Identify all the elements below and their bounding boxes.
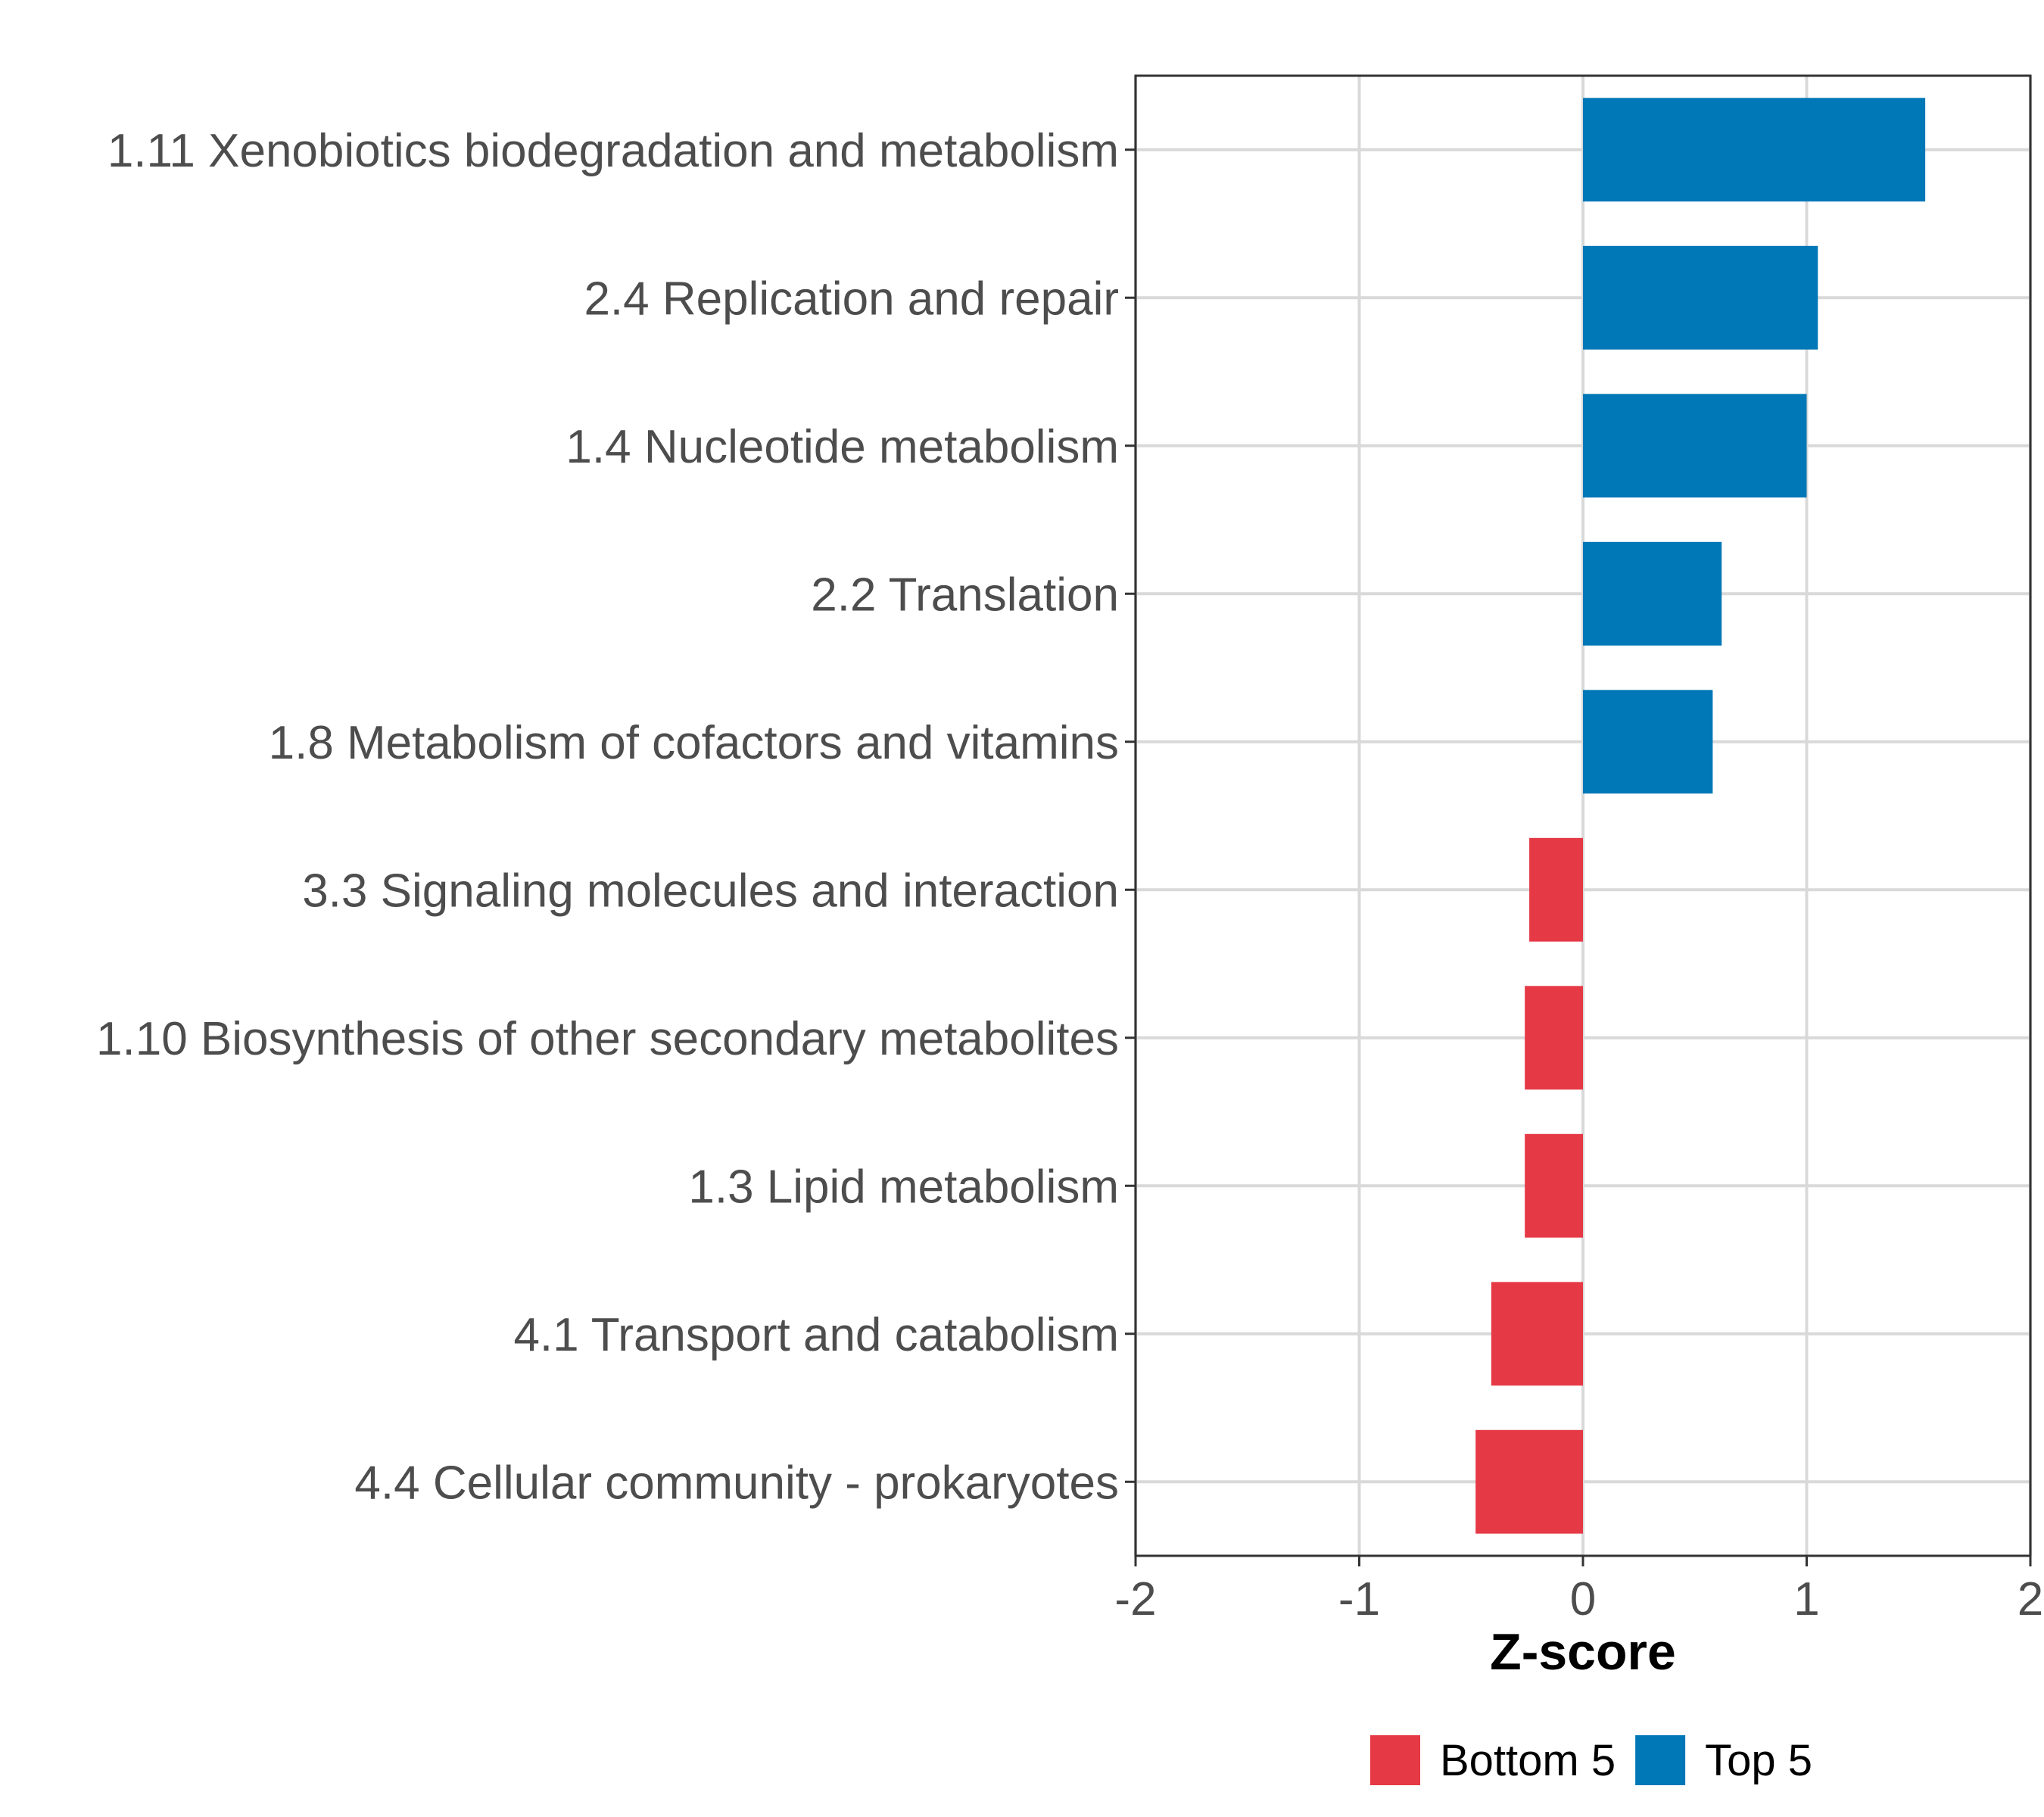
legend-swatch <box>1370 1735 1420 1785</box>
x-tick-label: -1 <box>1338 1573 1380 1625</box>
category-label: 1.11 Xenobiotics biodegradation and meta… <box>107 125 1119 177</box>
bar <box>1583 541 1722 646</box>
bar <box>1583 98 1926 202</box>
bar <box>1583 394 1807 498</box>
bar <box>1525 1133 1583 1238</box>
bar <box>1583 690 1713 794</box>
category-label: 4.4 Cellular community - prokaryotes <box>354 1457 1119 1509</box>
category-label: 1.3 Lipid metabolism <box>688 1161 1119 1213</box>
x-axis-title: Z-score <box>1490 1623 1676 1681</box>
legend-label: Bottom 5 <box>1440 1736 1616 1785</box>
category-label: 1.10 Biosynthesis of other secondary met… <box>96 1013 1119 1065</box>
bar <box>1475 1429 1583 1534</box>
x-tick-label: 2 <box>2018 1573 2043 1625</box>
category-label: 4.1 Transport and catabolism <box>513 1309 1119 1361</box>
category-label: 3.3 Signaling molecules and interaction <box>302 865 1119 917</box>
x-tick-label: 0 <box>1570 1573 1596 1625</box>
bar <box>1529 837 1583 942</box>
legend-swatch <box>1635 1735 1686 1785</box>
bar <box>1491 1282 1583 1386</box>
label-layer: -2 -1 0 1 2 1.11 Xenobiotics biodegradation a… <box>96 125 2043 1625</box>
bar <box>1525 986 1583 1090</box>
bar <box>1583 245 1818 350</box>
x-tick-label: -2 <box>1114 1573 1156 1625</box>
category-label: 1.4 Nucleotide metabolism <box>566 421 1119 473</box>
category-label: 2.2 Translation <box>811 569 1119 621</box>
legend-label: Top 5 <box>1705 1736 1812 1785</box>
category-label: 1.8 Metabolism of cofactors and vitamins <box>269 717 1119 769</box>
category-label: 2.4 Replication and repair <box>584 273 1119 325</box>
bar-layer <box>1475 98 1926 1534</box>
axis-layer <box>1125 74 2032 1566</box>
x-tick-label: 1 <box>1793 1573 1819 1625</box>
legend: Bottom 5 Top 5 <box>1370 1735 1812 1785</box>
